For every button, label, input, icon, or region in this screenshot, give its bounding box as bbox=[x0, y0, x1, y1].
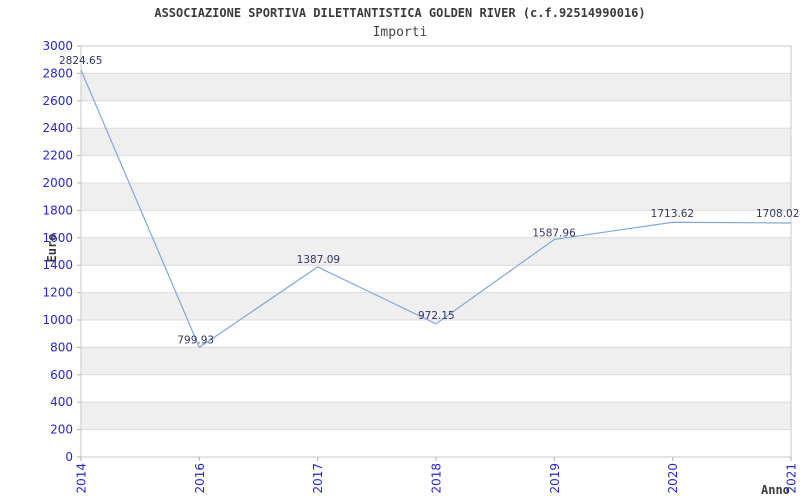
y-tick-label: 2800 bbox=[42, 66, 73, 80]
y-tick-label: 600 bbox=[50, 368, 73, 382]
y-tick-label: 1400 bbox=[42, 258, 73, 272]
point-label: 1708.02 bbox=[756, 208, 799, 220]
y-tick-label: 2200 bbox=[42, 149, 73, 163]
x-tick-label: 2020 bbox=[666, 463, 680, 494]
y-tick-label: 800 bbox=[50, 340, 73, 354]
y-tick-label: 400 bbox=[50, 395, 73, 409]
point-label: 1587.96 bbox=[532, 227, 576, 239]
x-tick-label: 2019 bbox=[548, 463, 562, 494]
plot-band bbox=[81, 183, 791, 211]
x-tick-label: 2014 bbox=[75, 463, 89, 494]
x-axis-title: Anno bbox=[761, 483, 790, 497]
y-tick-label: 2600 bbox=[42, 94, 73, 108]
y-tick-label: 3000 bbox=[42, 39, 73, 53]
series-line bbox=[80, 69, 792, 349]
point-label: 2824.65 bbox=[59, 55, 102, 67]
point-label: 972.15 bbox=[418, 310, 455, 322]
y-tick-label: 2400 bbox=[42, 121, 73, 135]
y-tick-label: 0 bbox=[65, 450, 73, 464]
x-tick-label: 2021 bbox=[785, 463, 799, 494]
point-label: 799.93 bbox=[177, 334, 214, 346]
plot-band bbox=[81, 347, 791, 375]
plot-band bbox=[81, 402, 791, 430]
y-tick-label: 200 bbox=[50, 423, 73, 437]
y-tick-label: 1600 bbox=[42, 231, 73, 245]
x-tick-label: 2018 bbox=[430, 463, 444, 494]
plot-band bbox=[81, 128, 791, 156]
y-tick-label: 1000 bbox=[42, 313, 73, 327]
y-tick-label: 1800 bbox=[42, 203, 73, 217]
point-label: 1713.62 bbox=[651, 208, 694, 220]
plot-band bbox=[81, 292, 791, 320]
x-tick-label: 2016 bbox=[193, 463, 207, 494]
x-tick-label: 2017 bbox=[311, 463, 325, 494]
point-label: 1387.09 bbox=[297, 254, 340, 266]
plot-band bbox=[81, 237, 791, 266]
plot-band bbox=[81, 73, 791, 101]
y-tick-label: 1200 bbox=[42, 286, 73, 300]
y-tick-label: 2000 bbox=[42, 176, 73, 190]
chart-subtitle: Importi bbox=[372, 25, 428, 40]
chart-title: ASSOCIAZIONE SPORTIVA DILETTANTISTICA GO… bbox=[154, 6, 646, 20]
